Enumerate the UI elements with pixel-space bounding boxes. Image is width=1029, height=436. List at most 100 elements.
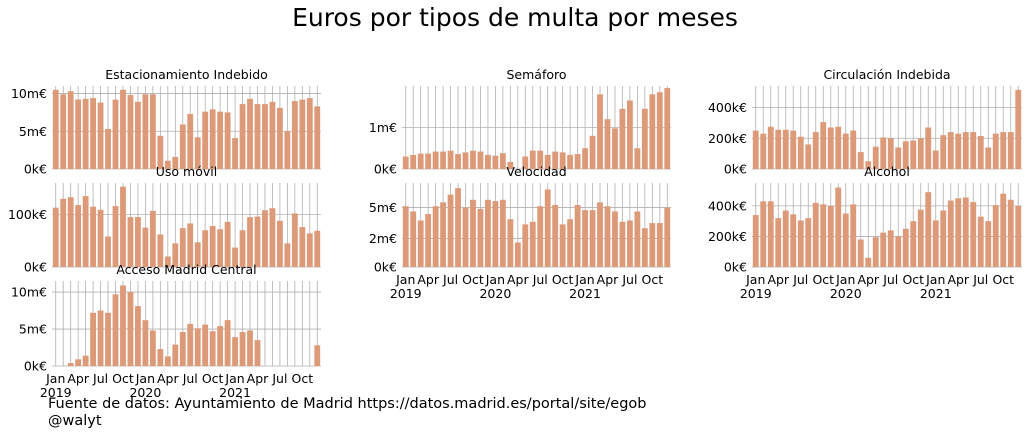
bar [604,206,611,267]
bar [142,227,149,267]
bar [649,94,656,169]
x-tick-label-line: Jul [271,371,287,386]
bar [507,219,514,267]
bar [224,320,231,366]
bar [67,91,74,169]
bar [977,216,984,267]
bar [790,214,797,267]
bar [470,150,476,169]
bar [432,151,439,169]
bar [284,243,291,267]
bar [232,138,238,169]
bar [306,98,313,169]
x-tick-label-line: Apr [67,371,89,386]
x-tick-label: Oct [902,272,924,287]
bar [149,94,156,169]
x-tick-label-line: Oct [112,371,134,386]
bar [314,345,321,366]
bar [202,230,209,267]
x-tick-label-line: Oct [462,272,484,287]
bar [865,257,872,267]
bar [962,197,969,267]
x-tick-label: Apr [157,371,179,386]
x-tick-label: Jul [92,371,108,386]
bar [857,239,864,267]
bar [589,135,596,169]
bar [462,207,469,267]
bar [52,207,59,267]
x-tick-label: Apr [507,272,529,287]
bar [977,135,984,169]
bar [224,221,231,267]
bar [910,221,917,267]
y-tick-label: 1m€ [369,120,397,135]
bar [887,230,894,267]
bar [917,138,924,169]
bar [75,99,82,169]
bar [522,224,529,267]
bar [217,326,224,366]
x-tick-label: Oct [992,272,1014,287]
bar [217,229,224,267]
panel-title: Velocidad [506,164,566,179]
x-tick-label-line: Apr [947,272,969,287]
bar [664,88,671,169]
bar [955,133,962,169]
bar [120,285,126,366]
bar [172,243,179,267]
x-tick-label: Oct [202,371,224,386]
bar [127,95,134,169]
x-tick-label: Jan 2021 [920,272,952,301]
bar [97,209,104,267]
bar [992,205,999,267]
bar [477,151,484,169]
bar [232,337,238,366]
bar [269,101,276,169]
bar [239,332,246,366]
bar [209,226,216,267]
y-tick-label: 0k€ [24,359,47,374]
bar [1007,199,1014,267]
x-tick-label: Jan 2020 [129,371,161,400]
bar [895,236,902,267]
x-tick-label-line: Jan [835,272,855,287]
bar [157,135,164,169]
x-tick-label: Oct [552,272,574,287]
y-tick-label: 10m€ [11,285,47,300]
bar [1015,205,1022,267]
bar [805,144,812,169]
bar [835,126,842,169]
panel-1: 0k€ 5m€ 10m€ Estacionamiento Indebido [11,67,321,177]
panel-2: 0k€ 1m€ Semáforo [369,67,671,177]
bar [202,111,209,169]
panel-title: Alcohol [864,164,910,179]
bar [60,94,67,169]
y-tick-label: 0k€ [24,162,47,177]
bar [262,104,268,169]
bar [179,332,186,366]
bar [752,215,759,267]
x-tick-label-line: 2020 [129,385,161,400]
bar [664,207,671,267]
panel-3: 0k€ 200k€ 400k€ Circulación Indebida [708,67,1022,177]
x-tick-label: Jul [271,371,287,386]
bar [306,233,313,267]
bar [985,147,992,169]
bar [477,208,484,267]
x-tick-label: Jan 2019 [40,371,72,400]
bar [589,210,596,267]
bar [649,223,656,267]
bar [164,256,171,267]
bar [194,137,201,169]
bar [872,146,879,169]
bar [619,108,626,169]
x-tick-label-line: Oct [902,272,924,287]
bar [917,209,924,267]
bar [582,148,588,169]
bar [269,208,276,267]
x-tick-label-line: Oct [292,371,314,386]
x-tick-label-line: Oct [992,272,1014,287]
bar [112,206,119,267]
panel-title: Uso móvil [156,164,217,179]
